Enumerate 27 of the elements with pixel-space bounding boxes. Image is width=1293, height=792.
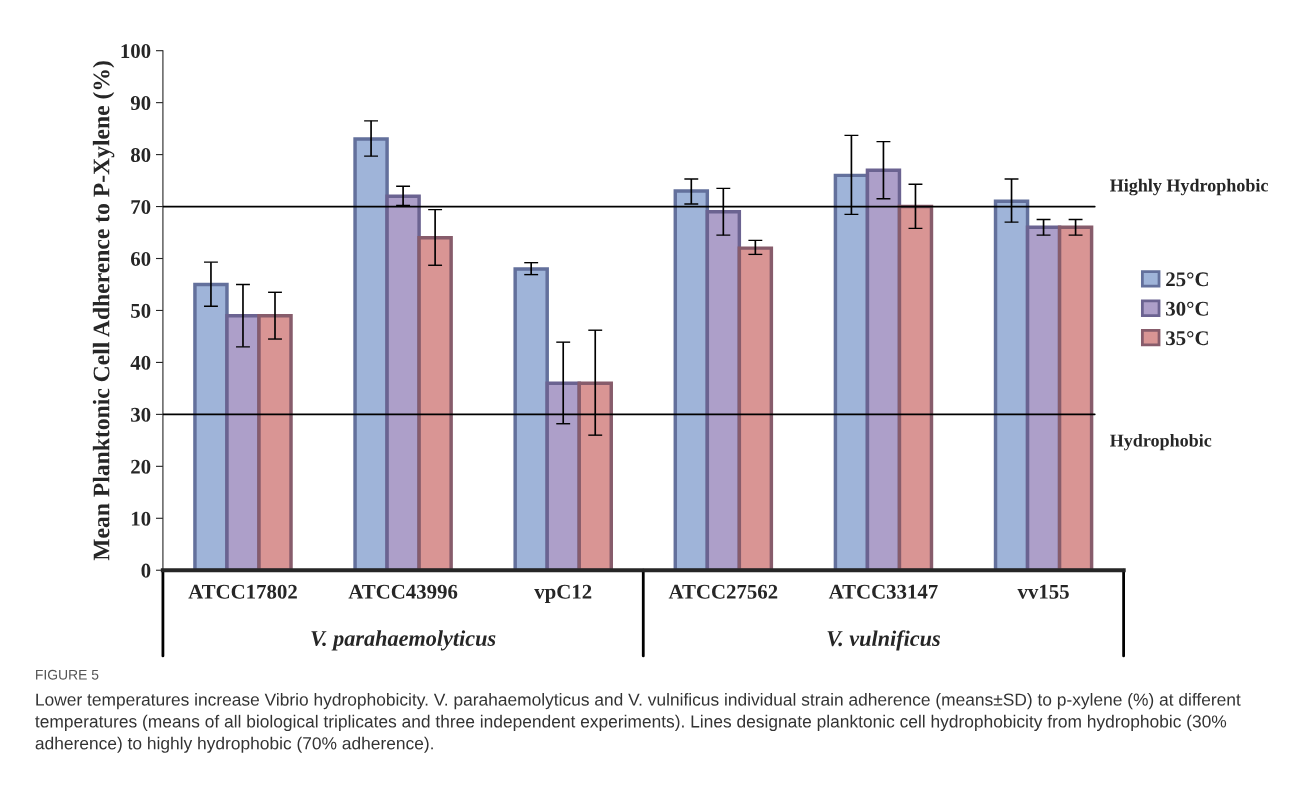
ref-line-label: Hydrophobic [1110,433,1212,451]
y-tick-label: 40 [130,355,151,370]
legend-label: 30°C [1166,301,1208,316]
x-tick-label: ATCC17802 [188,584,297,599]
y-tick-label: 20 [131,459,151,474]
x-tick-label: vpC12 [534,584,592,604]
ref-line-label: Highly Hydrophobic [1110,178,1268,196]
text: V. vulnificus [827,630,940,651]
y-tick-label: 70 [131,199,151,214]
caption: FIGURE 5 [36,669,99,680]
x-tick-label: ATCC27562 [668,584,778,599]
x-tick-label: ATCC43996 [348,584,458,599]
y-tick-label: 90 [130,96,151,111]
x-tick-label: vv155 [1017,584,1069,599]
y-tick-label: 50 [131,303,151,318]
y-tick-label: 80 [130,147,151,163]
y-tick-label: 10 [131,511,151,526]
legend-label: 25°C [1166,272,1208,287]
y-tick-label: 30 [131,407,151,422]
legend-label: 35°C [1166,331,1208,346]
y-tick-label: 0 [141,563,151,578]
y-tick-label: 100 [121,44,151,59]
y-tick-label: 60 [130,251,151,266]
text: Lower temperatures increase Vibrio hydrophobicity. V. parahaemolyticus and V. vulnificus individual strain adherence (means±SD) to p-xylene (%) at different temperatures (means of all biological triplicates and three independent experiments). Lines designate planktonic cell hydrophobicity from hydrophobic (30% adherence) to highly hydrophobic (70% adherence). [35,693,1241,753]
x-tick-label: ATCC33147 [828,584,938,599]
y-axis-title: Mean Planktonic Cell Adherence to P-Xylene (%) [92,61,115,561]
text: V. parahaemolyticus [311,630,496,651]
